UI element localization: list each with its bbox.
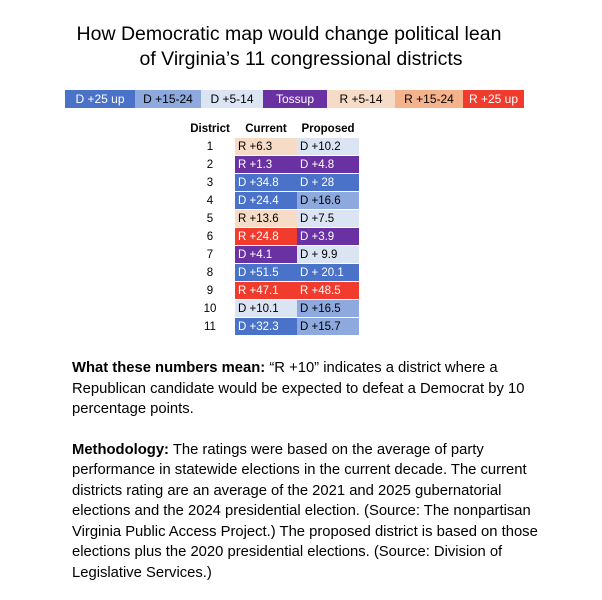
current-lean-cell: D +32.3 [235, 317, 297, 336]
proposed-lean-cell: D + 20.1 [297, 263, 359, 282]
table-header-row: District Current Proposed [185, 120, 359, 138]
meaning-text: “R +10” indicates a district where a Rep… [72, 360, 525, 417]
proposed-lean-cell: D +7.5 [297, 209, 359, 228]
current-lean-cell: D +10.1 [235, 299, 297, 318]
proposed-lean-cell: D +15.7 [297, 317, 359, 336]
district-number-cell: 6 [185, 227, 235, 246]
current-lean-cell: D +4.1 [235, 245, 297, 264]
proposed-lean-cell: R +48.5 [297, 281, 359, 300]
district-number-cell: 11 [185, 317, 235, 336]
legend-swatch: R +25 up [463, 90, 524, 108]
title-line-1: How Democratic map would change politica… [76, 23, 502, 45]
table-row: 11 D +32.3 D +15.7 [185, 317, 359, 336]
current-lean-cell: D +34.8 [235, 173, 297, 192]
legend-swatch: R +5-14 [327, 90, 395, 108]
meaning-label: What these numbers mean: [72, 360, 266, 376]
proposed-lean-cell: D +3.9 [297, 227, 359, 246]
proposed-lean-cell: D +16.5 [297, 299, 359, 318]
district-number-cell: 4 [185, 191, 235, 210]
legend-swatch: R +15-24 [395, 90, 463, 108]
current-lean-cell: R +13.6 [235, 209, 297, 228]
table-row: 10 D +10.1 D +16.5 [185, 299, 359, 318]
notes-section: What these numbers mean: “R +10” indicat… [72, 358, 552, 583]
title-line-2: of Virginia’s 11 congressional districts [139, 48, 463, 70]
header-current: Current [245, 123, 287, 135]
current-lean-cell: R +6.3 [235, 138, 297, 156]
district-number-cell: 5 [185, 209, 235, 228]
district-number-cell: 1 [185, 138, 235, 156]
methodology-paragraph: Methodology: The ratings were based on t… [72, 440, 552, 584]
district-number-cell: 9 [185, 281, 235, 300]
methodology-text: The ratings were based on the average of… [72, 441, 538, 581]
legend-swatch: D +25 up [65, 90, 135, 108]
current-lean-cell: D +51.5 [235, 263, 297, 282]
district-number-cell: 7 [185, 245, 235, 264]
current-lean-cell: R +24.8 [235, 227, 297, 246]
proposed-lean-cell: D +16.6 [297, 191, 359, 210]
header-proposed: Proposed [301, 123, 355, 135]
header-district: District [190, 123, 230, 135]
color-legend: D +25 up D +15-24 D +5-14 Tossup R +5-14 R +1… [65, 90, 524, 108]
proposed-lean-cell: D +4.8 [297, 155, 359, 174]
current-lean-cell: R +1.3 [235, 155, 297, 174]
legend-swatch: D +5-14 [201, 90, 263, 108]
proposed-lean-cell: D + 28 [297, 173, 359, 192]
meaning-paragraph: What these numbers mean: “R +10” indicat… [72, 358, 552, 420]
district-number-cell: 3 [185, 173, 235, 192]
legend-swatch: Tossup [263, 90, 327, 108]
proposed-lean-cell: D +10.2 [297, 138, 359, 156]
methodology-label: Methodology: [72, 441, 169, 458]
district-number-cell: 8 [185, 263, 235, 282]
paragraph-gap [72, 420, 552, 440]
district-number-cell: 10 [185, 299, 235, 318]
page-title: How Democratic map would change politica… [0, 22, 602, 72]
current-lean-cell: R +47.1 [235, 281, 297, 300]
legend-swatch: D +15-24 [135, 90, 201, 108]
proposed-lean-cell: D + 9.9 [297, 245, 359, 264]
district-number-cell: 2 [185, 155, 235, 174]
current-lean-cell: D +24.4 [235, 191, 297, 210]
